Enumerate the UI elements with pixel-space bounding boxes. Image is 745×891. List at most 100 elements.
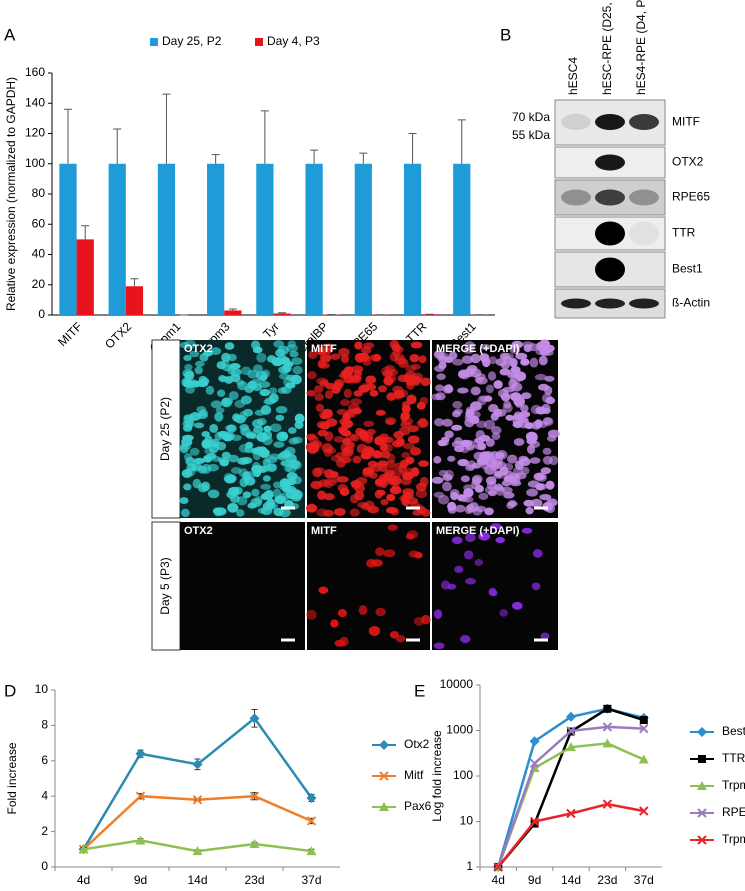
nucleus — [201, 438, 212, 449]
nucleus — [200, 481, 211, 492]
marker — [493, 862, 503, 872]
error-bar — [408, 133, 417, 164]
nucleus — [370, 449, 382, 457]
nucleus — [266, 463, 277, 472]
x-tick-label: Tyr — [260, 319, 282, 341]
nucleus — [183, 414, 194, 421]
nucleus — [240, 366, 252, 376]
y-tick-label: 0 — [38, 307, 45, 321]
nucleus — [184, 339, 196, 350]
nucleus — [430, 393, 442, 401]
channel-label: OTX2 — [184, 525, 213, 537]
row-label: Best1 — [672, 262, 703, 276]
nucleus — [254, 446, 266, 454]
nucleus — [381, 443, 393, 453]
nucleus — [245, 432, 257, 439]
nucleus — [266, 498, 275, 509]
legend-label: Mitf — [404, 768, 424, 782]
nucleus — [224, 474, 236, 484]
nucleus — [254, 409, 266, 416]
nucleus — [184, 363, 193, 371]
nucleus — [372, 353, 382, 362]
nucleus — [460, 635, 471, 644]
nucleus — [386, 477, 395, 485]
nucleus — [401, 417, 414, 425]
nucleus — [227, 454, 239, 463]
nucleus — [182, 434, 194, 441]
nucleus — [179, 497, 189, 504]
nucleus — [259, 375, 268, 382]
y-tick-label: 1000 — [446, 723, 473, 737]
nucleus — [215, 407, 225, 414]
nucleus — [342, 447, 351, 456]
nucleus — [507, 372, 520, 379]
nucleus — [477, 458, 488, 466]
nucleus — [276, 431, 289, 442]
nucleus — [360, 452, 372, 460]
nucleus — [242, 408, 254, 417]
nucleus — [288, 427, 297, 434]
nucleus — [544, 344, 555, 353]
nucleus — [256, 417, 267, 426]
nucleus — [183, 354, 192, 361]
error-bar — [113, 128, 122, 164]
nucleus — [405, 456, 415, 465]
y-tick-label: 160 — [25, 65, 45, 79]
marker — [249, 791, 260, 801]
nucleus — [324, 390, 334, 400]
nucleus — [207, 489, 220, 499]
nucleus — [383, 549, 396, 558]
nucleus — [484, 507, 494, 516]
nucleus — [452, 358, 464, 366]
legend-label: Best1 — [722, 724, 745, 738]
nucleus — [350, 480, 362, 488]
nucleus — [526, 488, 539, 497]
nucleus — [520, 392, 532, 400]
bar — [224, 310, 242, 315]
nucleus — [183, 453, 193, 461]
y-tick-label: 10 — [460, 814, 474, 828]
nucleus — [263, 425, 272, 432]
nucleus — [483, 419, 496, 430]
nucleus — [490, 523, 502, 530]
nucleus — [410, 341, 423, 349]
nucleus — [406, 497, 419, 505]
nucleus — [460, 475, 470, 483]
nucleus — [444, 469, 454, 480]
nucleus — [212, 507, 222, 515]
nucleus — [352, 455, 362, 464]
nucleus — [288, 437, 300, 445]
nucleus — [420, 377, 431, 387]
series-line — [82, 794, 312, 851]
x-tick-label: 9d — [528, 873, 541, 887]
marker — [566, 808, 576, 819]
y-tick-label: 0 — [41, 859, 48, 873]
marker — [306, 792, 317, 803]
nucleus — [442, 384, 454, 394]
marker — [602, 738, 613, 748]
y-tick-label: 100 — [25, 156, 45, 170]
nucleus — [506, 454, 518, 464]
nucleus — [461, 355, 474, 364]
nucleus — [530, 498, 543, 508]
legend-swatch — [150, 38, 158, 46]
nucleus — [275, 405, 288, 414]
nucleus — [512, 601, 523, 610]
nucleus — [515, 352, 528, 360]
error-bar — [81, 225, 90, 240]
nucleus — [544, 375, 555, 382]
nucleus — [491, 432, 501, 441]
nucleus — [412, 509, 423, 516]
bar — [125, 286, 144, 315]
nucleus — [479, 395, 492, 402]
nucleus — [316, 420, 329, 429]
nucleus — [386, 453, 396, 463]
marker — [135, 748, 146, 759]
nucleus — [489, 451, 500, 460]
nucleus — [547, 498, 558, 507]
nucleus — [358, 605, 368, 616]
nucleus — [484, 465, 497, 475]
error-bar — [278, 312, 287, 314]
nucleus — [479, 434, 491, 442]
nucleus — [286, 344, 298, 353]
